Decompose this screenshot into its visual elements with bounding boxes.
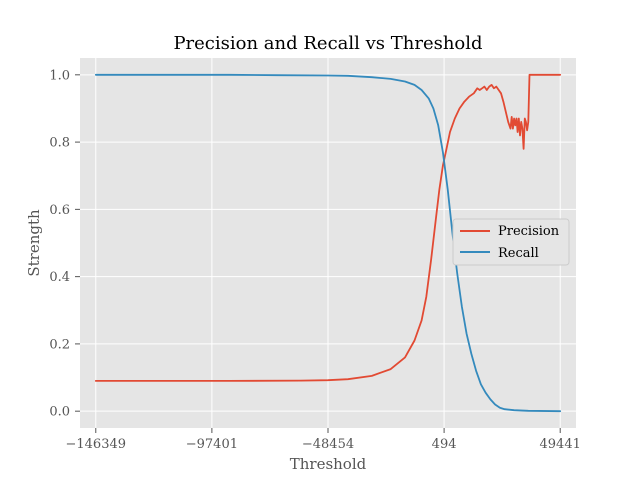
x-tick-label: 49441 (540, 437, 581, 452)
series-line-recall (94, 73, 562, 413)
legend-label-precision: Precision (498, 224, 560, 239)
x-tick-label: −146349 (66, 437, 127, 452)
y-tick-label: 1.0 (49, 68, 70, 83)
legend: Precision Recall (452, 218, 570, 266)
y-axis-ticks: 0.0 0.2 0.4 0.6 0.8 1.0 (49, 68, 80, 420)
x-axis-ticks: −146349 −97401 −48454 494 49441 (66, 428, 581, 452)
y-tick-label: 0.8 (49, 136, 70, 151)
x-tick-label: 494 (432, 437, 457, 452)
series-layer (94, 73, 562, 413)
chart-title: Precision and Recall vs Threshold (173, 33, 482, 54)
y-tick-label: 0.4 (49, 270, 70, 285)
x-tick-label: −48454 (302, 437, 354, 452)
y-axis-label: Strength (25, 209, 43, 277)
x-axis-label: Threshold (290, 455, 367, 473)
x-tick-label: −97401 (186, 437, 238, 452)
legend-label-recall: Recall (498, 246, 539, 261)
y-tick-label: 0.6 (49, 203, 70, 218)
y-tick-label: 0.2 (49, 337, 70, 352)
y-tick-label: 0.0 (49, 405, 70, 420)
series-line-precision (94, 73, 562, 382)
